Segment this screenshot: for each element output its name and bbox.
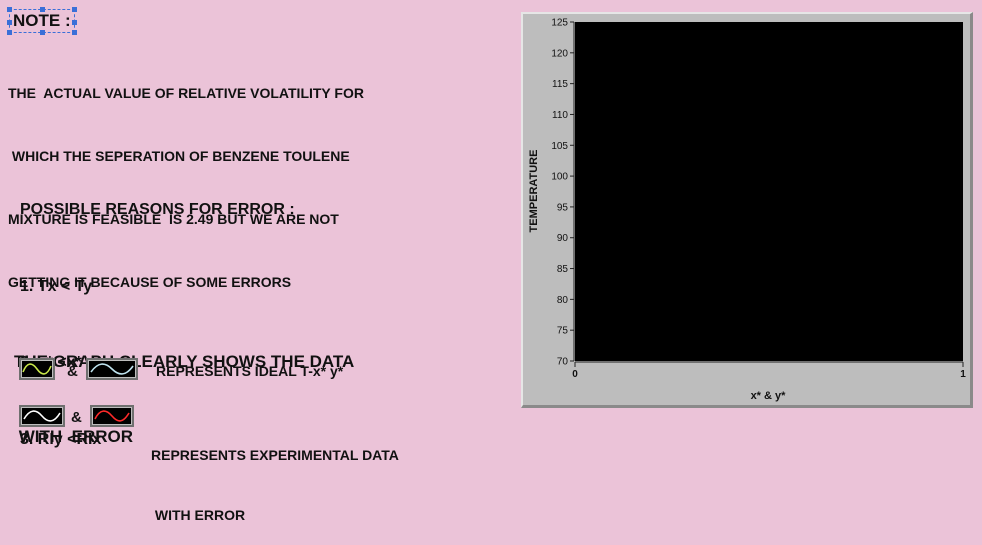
wave-icon [90,363,134,375]
ideal-swatch-1 [19,358,55,380]
x-tick-label: 0 [572,369,578,380]
ampersand: & [71,409,82,426]
wave-icon [23,410,61,422]
y-tick-label: 90 [557,233,569,244]
y-tick-label: 105 [551,141,568,152]
note-line: MIXTURE IS FEASIBLE IS 2.49 BUT WE ARE N… [8,211,339,227]
experimental-swatch-1 [19,405,65,427]
x-tick-label: 1 [960,369,966,380]
graph-note-line: WITH ERROR [14,427,133,446]
y-tick-label: 70 [557,357,569,368]
experimental-label-line: WITH ERROR [151,507,246,523]
y-tick-label: 115 [552,79,568,90]
reason-item: 1. Tx < Ty [20,277,93,295]
note-paragraph: THE ACTUAL VALUE OF RELATIVE VOLATILITY … [8,41,364,314]
y-axis-title: TEMPERATURE [528,150,540,233]
reasons-block: POSSIBLE REASONS FOR ERROR : 1. Tx < Ty … [20,146,295,478]
y-tick-label: 120 [551,48,568,59]
ampersand: & [67,363,78,380]
y-tick-label: 95 [557,202,569,213]
x-axis-title: x* & y* [751,390,787,402]
note-line: THE ACTUAL VALUE OF RELATIVE VOLATILITY … [8,85,364,101]
y-axis: 70 75 80 85 90 95 100 105 110 115 120 125 [551,18,575,368]
y-tick-label: 100 [551,172,568,183]
y-tick-label: 125 [551,18,568,29]
ideal-label: REPRESENTS IDEAL T-x* y* [156,363,344,379]
note-title-text: NOTE : [13,11,71,30]
y-tick-label: 80 [557,295,569,306]
y-tick-label: 85 [557,264,569,275]
y-tick-label: 75 [557,326,569,337]
reason-item: 3. RIy <RIx [20,430,102,448]
experimental-swatch-2 [90,405,134,427]
wave-icon [22,363,52,375]
wave-icon [94,410,130,422]
y-tick-label: 110 [552,110,568,121]
plot-area[interactable] [575,22,963,361]
reasons-heading: POSSIBLE REASONS FOR ERROR : [20,201,295,218]
note-title[interactable]: NOTE : [7,7,77,35]
note-line: GETTING IT BECAUSE OF SOME ERRORS [8,274,292,290]
ideal-swatch-2 [86,358,138,380]
note-line: WHICH THE SEPERATION OF BENZENE TOULENE [8,148,350,164]
